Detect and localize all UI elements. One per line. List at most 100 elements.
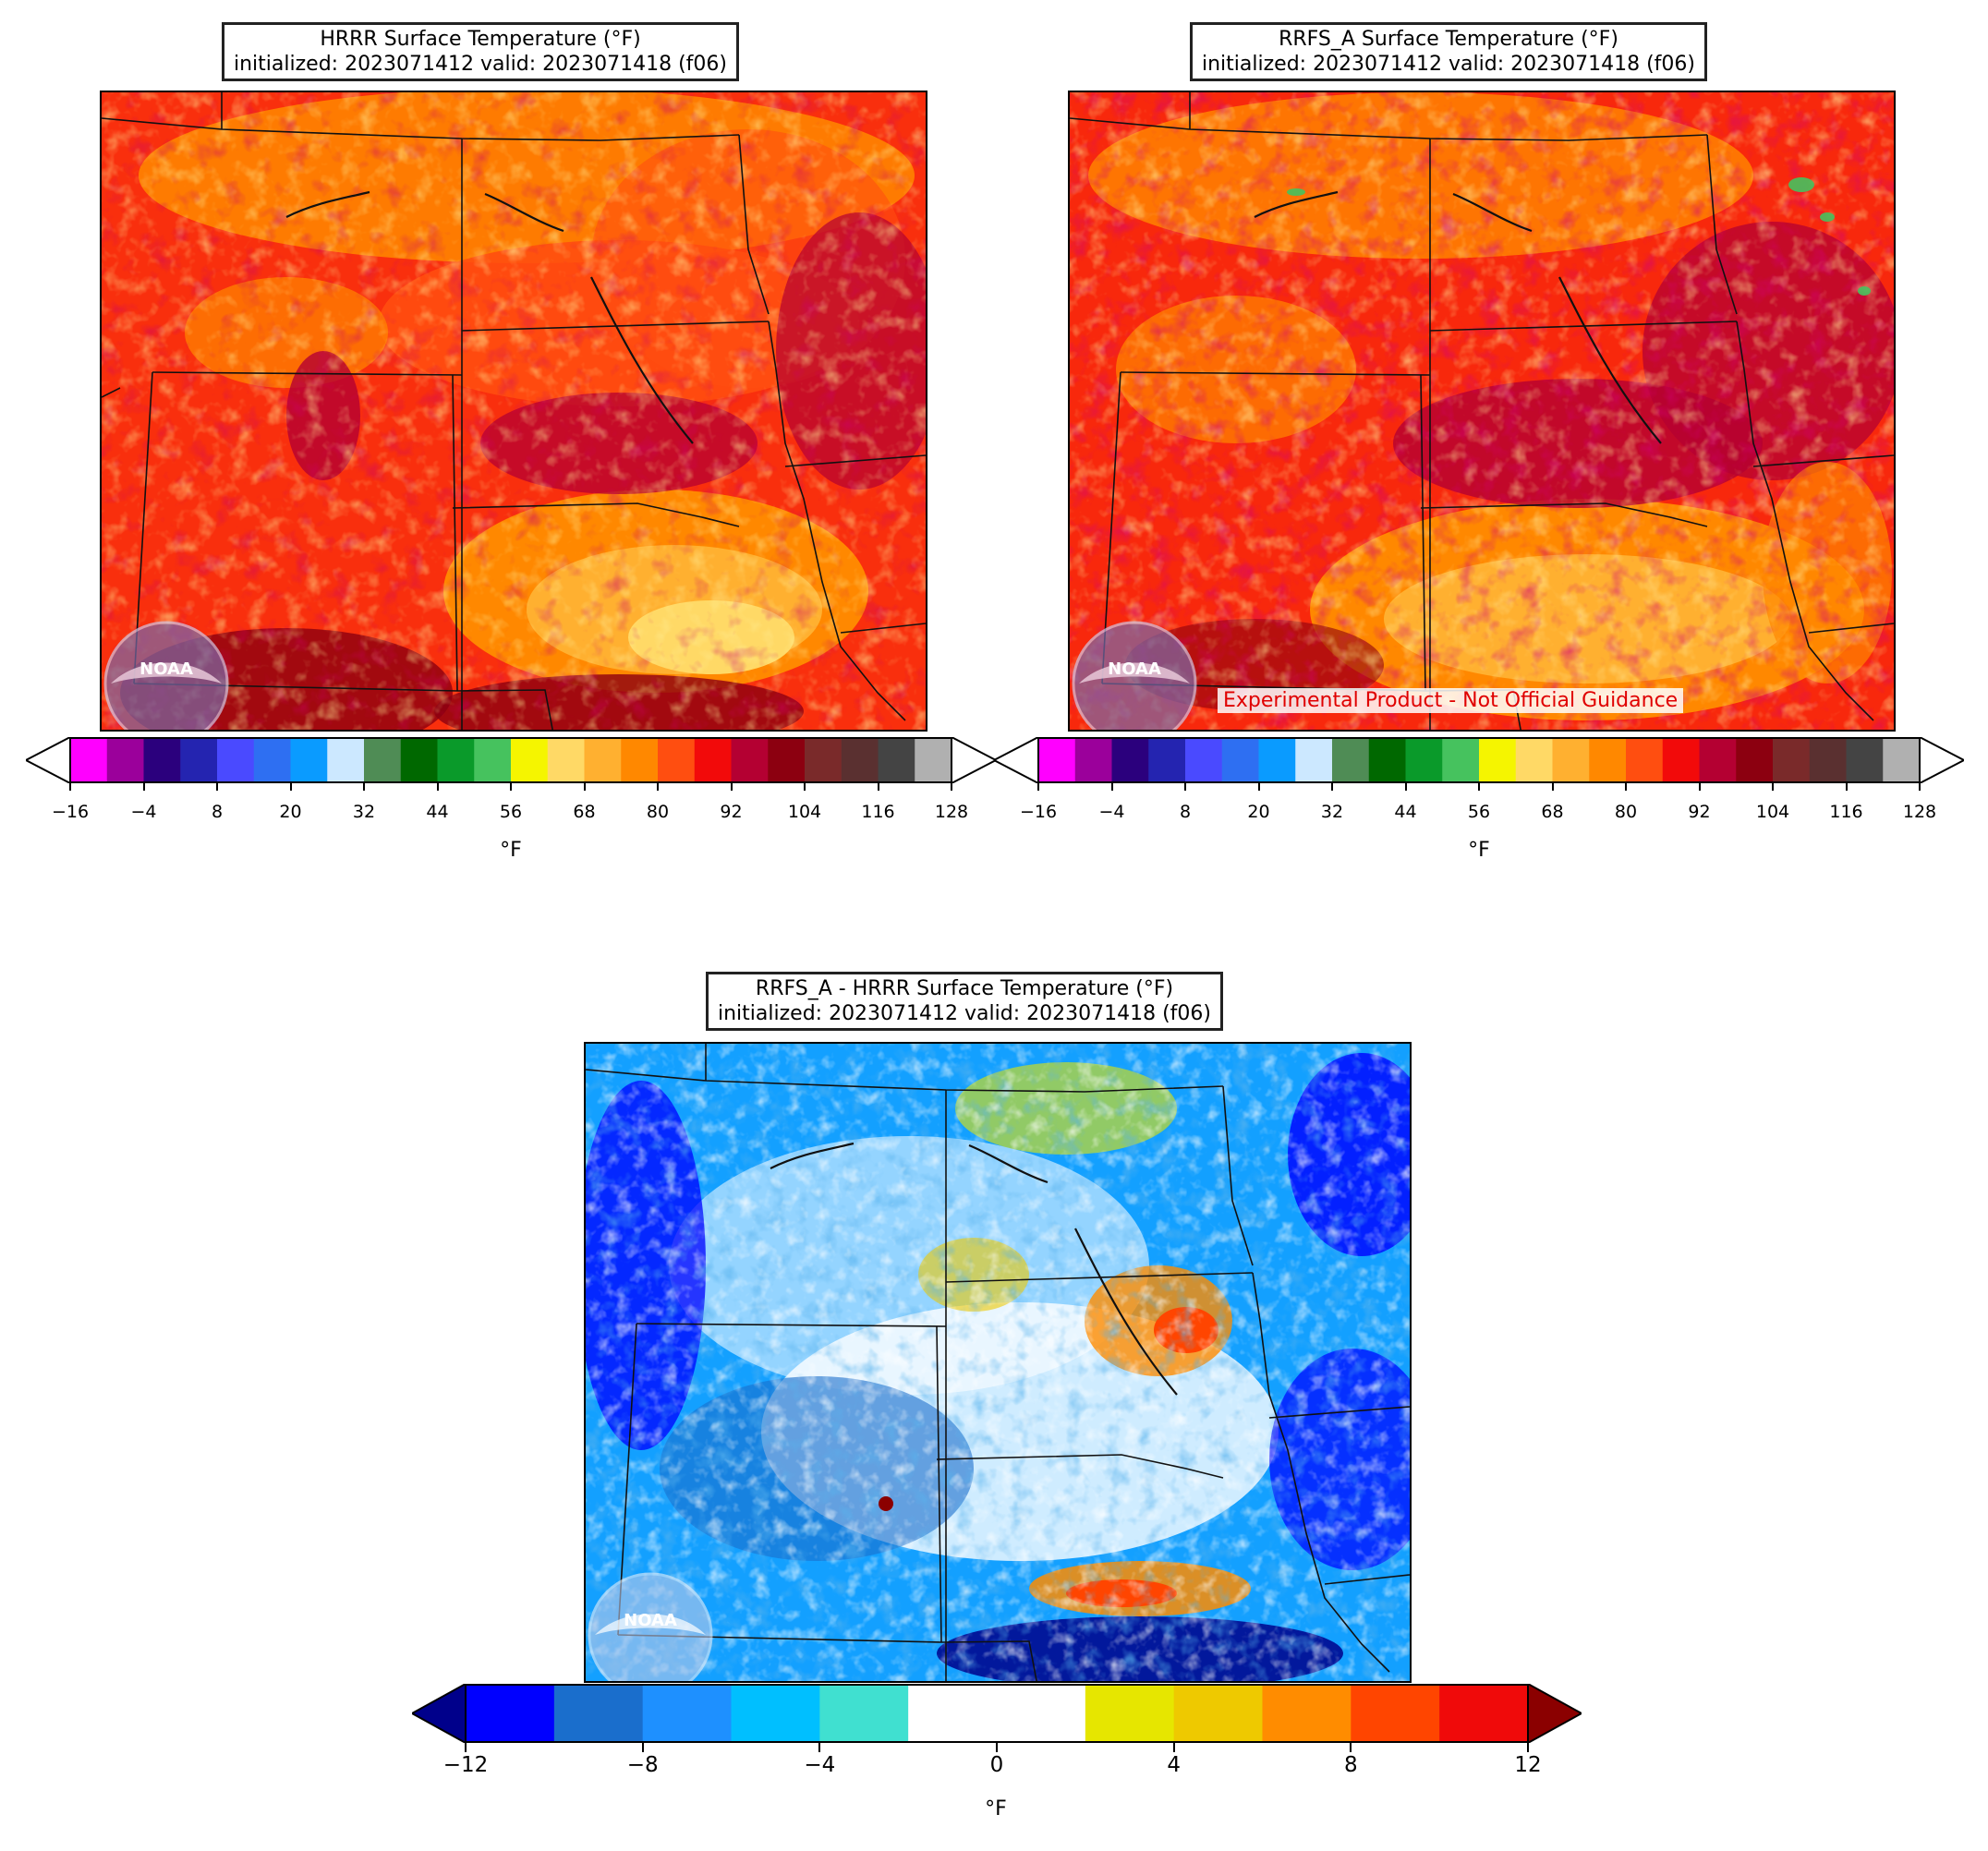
colorbar-tick-label: −4 [804,1753,836,1777]
colorbar-tick-label: 56 [1467,802,1491,822]
colorbar-tick-label: −16 [51,802,90,822]
colorbar-segment [1405,737,1443,783]
colorbar-over-extension [951,735,999,785]
difference-unit-label: °F [985,1797,1007,1821]
colorbar-tick-mark [142,783,145,791]
colorbar-tick-label: 80 [1614,802,1638,822]
colorbar-tick-label: 80 [646,802,670,822]
diff-title-line2: initialized: 2023071412 valid: 202307141… [718,1002,1211,1025]
colorbar-segment [290,737,328,783]
colorbar-over-extension [1919,735,1967,785]
colorbar-segment [997,1684,1086,1743]
colorbar-over-extension [1527,1682,1584,1745]
colorbar-tick-mark [1625,783,1627,791]
colorbar-segment [511,737,549,783]
colorbar-tick-label: 44 [426,802,449,822]
colorbar-tick-label: 104 [787,802,822,822]
colorbar-tick-label: −8 [626,1753,659,1777]
colorbar-segment [1883,737,1921,783]
temperature-unit-label-hrrr: °F [500,839,522,862]
colorbar-tick-label: 128 [934,802,969,822]
colorbar-segment [1439,1684,1529,1743]
colorbar-tick-mark [216,783,218,791]
colorbar-tick-label: 8 [1344,1753,1358,1777]
colorbar-tick-mark [510,783,512,791]
colorbar-tick-label: 92 [1688,802,1711,822]
colorbar-segment [1221,737,1259,783]
colorbar-segment [1552,737,1590,783]
colorbar-segment [731,1684,820,1743]
colorbar-tick-mark [641,1743,644,1752]
colorbar-segment [143,737,181,783]
colorbar-tick-label: 20 [1247,802,1270,822]
colorbar-tick-mark [1350,1743,1352,1752]
svg-text:NOAA: NOAA [1108,659,1161,679]
colorbar-tick-label: −12 [442,1753,489,1777]
colorbar-tick-mark [436,783,439,791]
hrrr-title-line1: HRRR Surface Temperature (°F) [320,28,641,51]
colorbar-segment [70,737,108,783]
colorbar-segment [1262,1684,1352,1743]
colorbar-tick-mark [289,783,292,791]
colorbar-tick-label: −4 [1098,802,1125,822]
colorbar-segment [400,737,438,783]
svg-text:NOAA: NOAA [624,1611,677,1630]
colorbar-frame [1037,737,1921,783]
colorbar-segment [805,737,842,783]
colorbar-tick-label: 92 [720,802,743,822]
temperature-colorbar-rrfs [991,735,1967,787]
colorbar-frame [465,1684,1529,1743]
temperature-unit-label-rrfs: °F [1468,839,1490,862]
colorbar-segment [1442,737,1480,783]
colorbar-tick-mark [1478,783,1480,791]
rrfs-title-line2: initialized: 2023071412 valid: 202307141… [1202,53,1695,76]
colorbar-segment [915,737,952,783]
colorbar-segment [1085,1684,1175,1743]
colorbar-segment [621,737,659,783]
difference-colorbar [409,1682,1584,1747]
colorbar-tick-label: −4 [130,802,157,822]
colorbar-under-extension [23,735,71,785]
colorbar-tick-label: 12 [1514,1753,1542,1777]
rrfs-temperature-map: NOAA Experimental Product - Not Official… [1068,91,1896,732]
colorbar-segment [731,737,769,783]
colorbar-tick-mark [1698,783,1701,791]
colorbar-tick-label: 8 [211,802,224,822]
colorbar-under-extension [991,735,1039,785]
colorbar-tick-label: 116 [1829,802,1863,822]
colorbar-segment [437,737,475,783]
hrrr-temperature-map: NOAA [100,91,927,732]
colorbar-under-extension [409,1682,467,1745]
colorbar-segment [768,737,806,783]
colorbar-segment [1479,737,1517,783]
colorbar-segment [1773,737,1811,783]
colorbar-tick-mark [730,783,733,791]
colorbar-frame [69,737,952,783]
colorbar-tick-label: 128 [1902,802,1937,822]
colorbar-tick-mark [1845,783,1848,791]
colorbar-tick-mark [951,783,952,791]
colorbar-tick-mark [69,783,71,791]
colorbar-segment [1258,737,1296,783]
noaa-logo-rrfs: NOAA [1072,621,1197,730]
colorbar-segment [1351,1684,1440,1743]
colorbar-tick-mark [363,783,365,791]
colorbar-tick-label: 8 [1179,802,1192,822]
colorbar-tick-mark [818,1743,821,1752]
colorbar-segment [1662,737,1700,783]
colorbar-tick-mark [877,783,879,791]
colorbar-segment [1173,1684,1263,1743]
colorbar-segment [658,737,696,783]
colorbar-segment [1185,737,1223,783]
experimental-disclaimer: Experimental Product - Not Official Guid… [1218,688,1684,713]
colorbar-segment [1699,737,1737,783]
colorbar-tick-mark [1551,783,1554,791]
colorbar-tick-label: 4 [1167,1753,1181,1777]
colorbar-segment [1736,737,1774,783]
hrrr-title: HRRR Surface Temperature (°F) initialize… [222,22,739,81]
colorbar-tick-label: 68 [573,802,596,822]
colorbar-tick-mark [1772,783,1774,791]
colorbar-segment [1111,737,1149,783]
svg-text:NOAA: NOAA [139,659,193,679]
colorbar-segment [180,737,218,783]
